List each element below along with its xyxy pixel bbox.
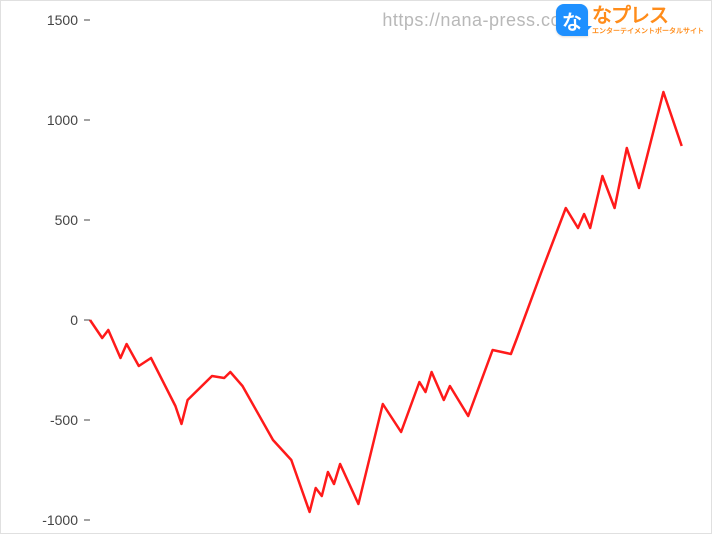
logo-sub-text: エンターテイメントポータルサイト [592, 28, 704, 35]
svg-text:-1000: -1000 [42, 512, 78, 528]
logo-text: なプレス エンターテイメントポータルサイト [592, 6, 704, 35]
chart-container: -1000 -500 0 500 1000 1500 [0, 0, 712, 534]
watermark-logo: な なプレス エンターテイメントポータルサイト [556, 4, 704, 36]
svg-text:0: 0 [70, 312, 78, 328]
svg-text:-500: -500 [50, 412, 78, 428]
line-chart: -1000 -500 0 500 1000 1500 [0, 0, 712, 534]
watermark-url: https://nana-press.com/ [382, 10, 582, 31]
logo-bubble-icon: な [556, 4, 588, 36]
svg-text:500: 500 [55, 212, 79, 228]
svg-text:1000: 1000 [47, 112, 78, 128]
svg-text:1500: 1500 [47, 12, 78, 28]
series-line [90, 92, 682, 512]
logo-main-text: なプレス [592, 6, 704, 26]
